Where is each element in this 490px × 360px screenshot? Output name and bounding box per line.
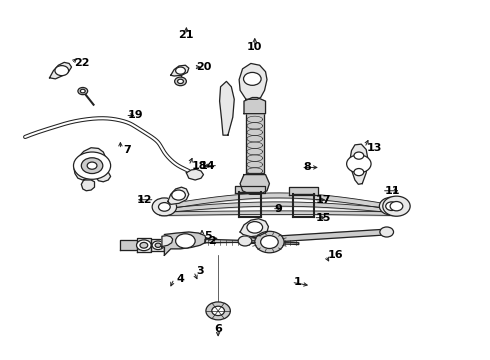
Circle shape: [172, 190, 185, 200]
Circle shape: [247, 222, 263, 233]
Circle shape: [175, 234, 195, 248]
Text: 6: 6: [214, 324, 222, 334]
Polygon shape: [171, 65, 189, 76]
Text: 3: 3: [196, 266, 204, 276]
Text: 1: 1: [294, 277, 302, 287]
Polygon shape: [235, 186, 265, 193]
Circle shape: [386, 202, 397, 211]
Circle shape: [78, 87, 88, 95]
Polygon shape: [205, 239, 299, 244]
Circle shape: [206, 302, 230, 320]
Circle shape: [261, 235, 278, 248]
Polygon shape: [164, 232, 206, 255]
Polygon shape: [350, 144, 368, 184]
Circle shape: [346, 155, 371, 173]
Polygon shape: [244, 98, 266, 114]
Circle shape: [137, 240, 151, 251]
Polygon shape: [240, 175, 270, 194]
Polygon shape: [81, 180, 95, 191]
Circle shape: [255, 231, 284, 253]
Circle shape: [55, 66, 69, 76]
Circle shape: [87, 162, 97, 169]
Text: 19: 19: [128, 111, 144, 121]
Polygon shape: [245, 229, 387, 244]
Circle shape: [175, 67, 185, 74]
Circle shape: [159, 203, 170, 211]
Text: 9: 9: [274, 204, 282, 214]
Circle shape: [81, 158, 103, 174]
Text: 7: 7: [123, 144, 131, 154]
Polygon shape: [137, 238, 151, 252]
Circle shape: [390, 202, 403, 211]
Circle shape: [155, 243, 161, 247]
Circle shape: [212, 306, 224, 316]
Text: 22: 22: [74, 58, 90, 68]
Circle shape: [74, 152, 111, 179]
Circle shape: [379, 197, 404, 215]
Text: 14: 14: [200, 161, 216, 171]
Polygon shape: [239, 63, 267, 99]
Text: 12: 12: [137, 195, 152, 205]
Polygon shape: [220, 81, 234, 135]
Circle shape: [152, 241, 164, 249]
Circle shape: [354, 152, 364, 159]
Circle shape: [152, 198, 176, 216]
Polygon shape: [151, 239, 164, 251]
Polygon shape: [246, 112, 264, 173]
Text: 18: 18: [191, 161, 207, 171]
Text: 2: 2: [208, 236, 216, 246]
Text: 10: 10: [247, 42, 263, 52]
Text: 11: 11: [384, 186, 400, 196]
Text: 8: 8: [304, 162, 311, 172]
Circle shape: [380, 227, 393, 237]
Circle shape: [244, 72, 261, 85]
Polygon shape: [168, 187, 189, 204]
Polygon shape: [186, 169, 203, 180]
Circle shape: [177, 79, 183, 84]
Text: 21: 21: [179, 30, 194, 40]
Polygon shape: [240, 219, 269, 237]
Text: 17: 17: [316, 195, 331, 205]
Polygon shape: [121, 240, 137, 250]
Circle shape: [354, 168, 364, 176]
Polygon shape: [74, 148, 111, 182]
Circle shape: [238, 236, 252, 246]
Circle shape: [174, 77, 186, 86]
Circle shape: [140, 242, 148, 248]
Polygon shape: [289, 187, 318, 195]
Text: 13: 13: [367, 143, 383, 153]
Circle shape: [80, 89, 85, 93]
Text: 20: 20: [196, 62, 212, 72]
Circle shape: [383, 196, 410, 216]
Polygon shape: [49, 62, 72, 79]
Text: 4: 4: [176, 274, 184, 284]
Text: 5: 5: [204, 231, 212, 240]
Polygon shape: [162, 235, 172, 247]
Text: 16: 16: [328, 250, 343, 260]
Text: 15: 15: [316, 213, 331, 222]
